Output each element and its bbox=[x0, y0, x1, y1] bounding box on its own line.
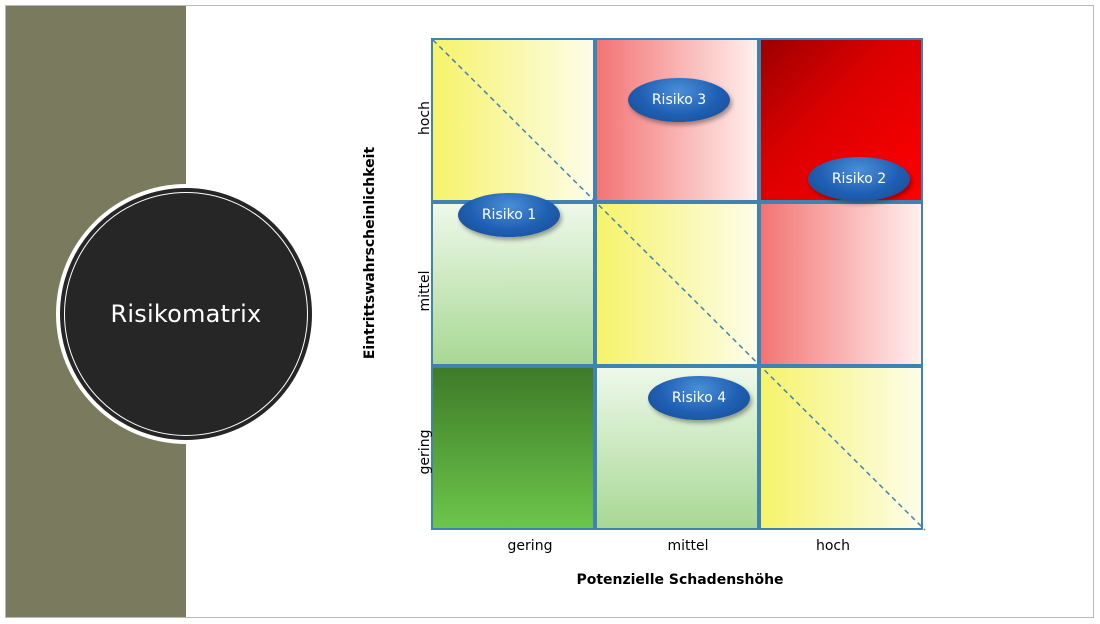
x-tick-label: gering bbox=[507, 538, 553, 554]
x-axis-title: Potenzielle Schadenshöhe bbox=[576, 572, 784, 588]
y-axis-title: Eintrittswahrscheinlichkeit bbox=[362, 146, 378, 360]
risk-marker-3[interactable]: Risiko 3 bbox=[628, 78, 730, 122]
y-tick-label: mittel bbox=[417, 270, 433, 312]
title-circle: Risikomatrix bbox=[60, 188, 312, 440]
x-tick-label: hoch bbox=[815, 538, 850, 554]
matrix-cell-low-low bbox=[431, 366, 595, 530]
matrix-cell-high-low bbox=[431, 38, 595, 202]
risk-marker-label: Risiko 1 bbox=[481, 207, 537, 223]
matrix-cell-low-high bbox=[759, 366, 923, 530]
x-tick-label: mittel bbox=[667, 538, 709, 554]
risk-marker-label: Risiko 2 bbox=[831, 171, 887, 187]
slide-title: Risikomatrix bbox=[110, 300, 262, 328]
matrix-cell-medium-high bbox=[759, 202, 923, 366]
matrix-cell-medium-medium bbox=[595, 202, 759, 366]
risk-marker-label: Risiko 4 bbox=[671, 390, 727, 406]
y-tick-label: gering bbox=[417, 429, 433, 475]
risk-marker-4[interactable]: Risiko 4 bbox=[648, 376, 750, 420]
risk-marker-label: Risiko 3 bbox=[651, 92, 707, 108]
risk-marker-1[interactable]: Risiko 1 bbox=[458, 193, 560, 237]
risk-marker-2[interactable]: Risiko 2 bbox=[808, 157, 910, 201]
y-tick-label: hoch bbox=[417, 101, 433, 136]
